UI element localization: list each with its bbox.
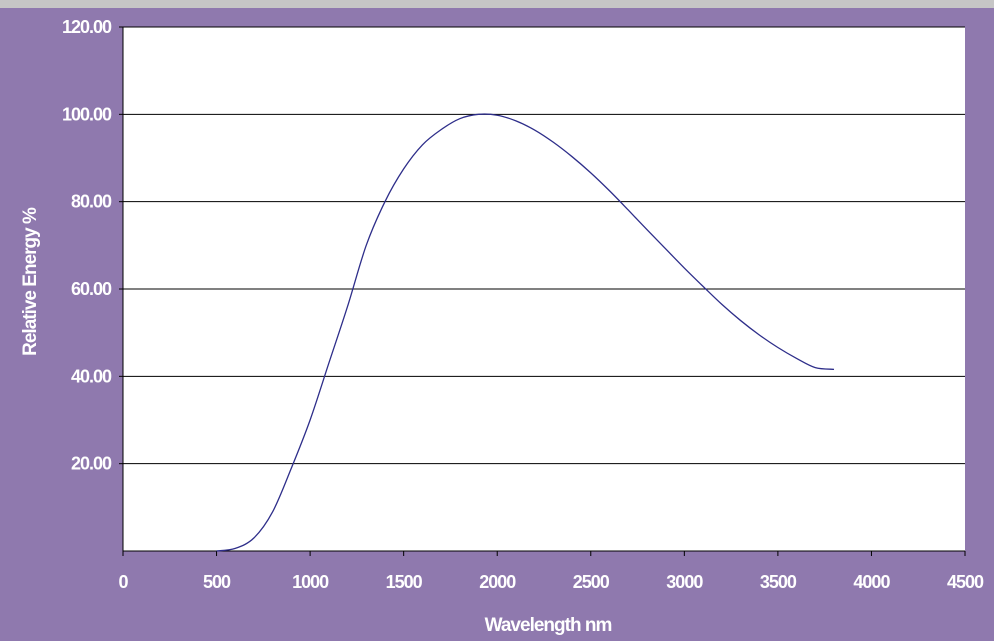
data-point <box>253 537 254 538</box>
x-axis-ticks <box>122 551 966 556</box>
data-point <box>721 304 722 305</box>
y-tick-label: 40.00 <box>71 366 112 386</box>
data-point <box>740 320 741 321</box>
data-point <box>403 168 404 169</box>
series-group <box>216 113 835 552</box>
data-point <box>759 334 760 335</box>
gridlines <box>123 26 965 465</box>
data-point <box>796 358 797 359</box>
y-tick-label: 80.00 <box>71 192 112 212</box>
x-tick-label: 3500 <box>760 572 797 592</box>
data-point <box>553 142 554 143</box>
data-point <box>590 172 591 173</box>
data-point <box>646 229 647 230</box>
data-point <box>328 363 329 364</box>
x-tick-label: 0 <box>118 572 128 592</box>
x-tick-label: 2000 <box>479 572 516 592</box>
data-point <box>815 367 816 368</box>
x-tick-label: 4500 <box>947 572 984 592</box>
x-tick-label: 2500 <box>573 572 610 592</box>
data-point <box>571 156 572 157</box>
data-point <box>628 209 629 210</box>
data-point <box>515 120 516 121</box>
data-point <box>609 190 610 191</box>
data-point <box>422 144 423 145</box>
data-point <box>684 267 685 268</box>
data-point <box>384 201 385 202</box>
y-tick-label: 60.00 <box>71 279 112 299</box>
data-point <box>777 347 778 348</box>
data-point <box>366 245 367 246</box>
series-line <box>216 113 835 552</box>
window-top-strip <box>0 0 994 8</box>
data-point <box>478 114 479 115</box>
y-axis-ticks <box>119 26 123 465</box>
data-point <box>833 369 834 370</box>
data-point <box>459 118 460 119</box>
data-point <box>235 548 236 549</box>
data-point <box>497 115 498 116</box>
y-tick-label: 20.00 <box>71 454 112 474</box>
data-point <box>291 467 292 468</box>
x-tick-label: 3000 <box>666 572 703 592</box>
data-point <box>310 419 311 420</box>
y-tick-label: 100.00 <box>62 104 112 124</box>
x-axis-title: Wavelength nm <box>485 615 612 636</box>
y-axis-title: Relative Energy % <box>20 207 41 356</box>
x-tick-label: 1500 <box>386 572 423 592</box>
x-tick-label: 4000 <box>853 572 890 592</box>
data-point <box>272 511 273 512</box>
data-point <box>216 550 217 551</box>
data-point <box>347 306 348 307</box>
data-point <box>702 286 703 287</box>
y-axis-tick-labels: 20.00 40.00 60.00 80.00 100.00 120.00 <box>62 17 113 474</box>
data-point <box>534 129 535 130</box>
x-axis-tick-labels: 0 500 1000 1500 2000 2500 3000 3500 4000 4500 <box>118 572 985 592</box>
x-tick-label: 1000 <box>292 572 329 592</box>
data-point <box>665 248 666 249</box>
data-point <box>440 129 441 130</box>
y-tick-label: 120.00 <box>62 17 112 37</box>
x-tick-label: 500 <box>203 572 231 592</box>
